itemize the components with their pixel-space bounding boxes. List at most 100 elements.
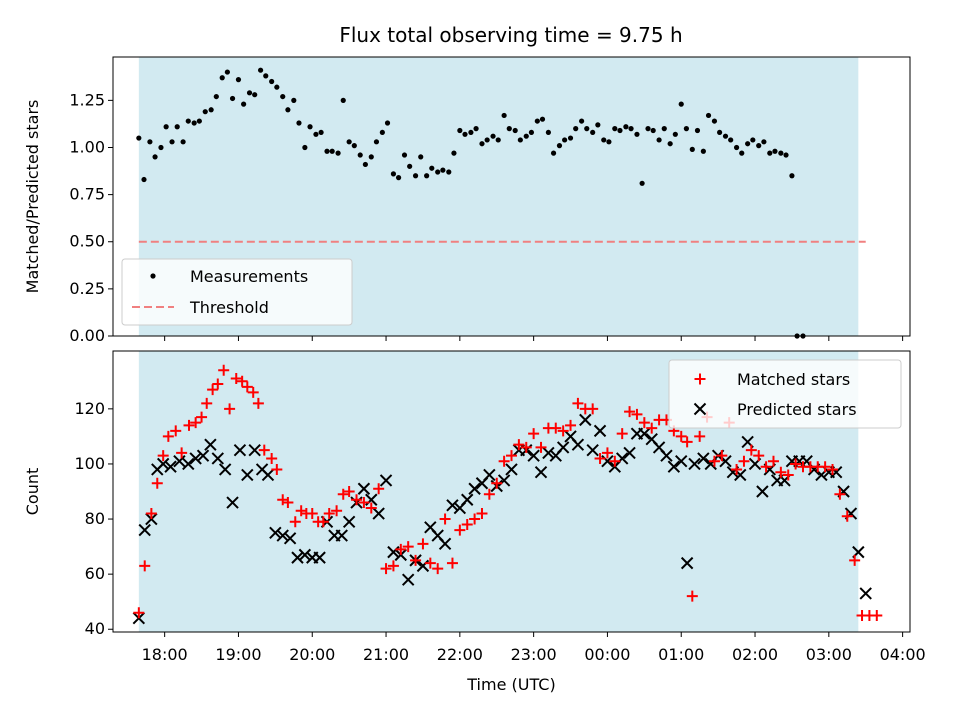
measurement-point — [689, 146, 695, 152]
measurement-point — [208, 107, 214, 113]
matched-stars-point — [631, 408, 643, 420]
measurement-point — [412, 173, 419, 179]
measurement-point — [661, 126, 667, 132]
measurement-point — [440, 167, 446, 173]
measurement-point — [590, 129, 596, 136]
measurement-point — [650, 127, 656, 134]
measurement-point — [733, 144, 740, 151]
matched-stars-point — [716, 450, 728, 462]
measurement-point — [401, 152, 408, 158]
measurement-point — [429, 165, 435, 171]
matched-stars-point — [387, 560, 399, 572]
measurement-point — [169, 139, 175, 145]
measurement-point — [539, 116, 546, 122]
matched-stars-point — [252, 397, 264, 409]
measurement-point — [174, 124, 180, 130]
predicted-stars-point — [261, 468, 275, 482]
measurement-point — [252, 92, 258, 98]
predicted-stars-point — [394, 548, 408, 562]
measurement-point — [772, 148, 778, 154]
matched-stars-point — [535, 441, 547, 453]
predicted-stars-point — [189, 452, 202, 465]
matched-stars-point — [212, 378, 224, 390]
measurement-point — [523, 133, 529, 139]
top-legend: Measurements Threshold — [121, 258, 353, 326]
matched-stars-point — [410, 554, 422, 566]
matched-stars-point — [572, 397, 584, 409]
predicted-stars-point — [623, 446, 636, 460]
top-y-axis-label: Matched/Predicted stars — [23, 100, 42, 294]
legend-predicted-label: Predicted stars — [737, 400, 857, 419]
matched-stars-point — [373, 483, 385, 495]
top-y-axis: 0.00 0.25 0.50 0.75 1.00 1.25 — [69, 90, 113, 345]
x-tick-label: 20:00 — [289, 645, 335, 664]
matched-stars-point — [849, 554, 861, 566]
legend-threshold-label: Threshold — [189, 298, 269, 317]
measurement-point — [562, 137, 568, 143]
matched-stars-point — [638, 417, 650, 429]
measurement-point — [490, 133, 496, 139]
predicted-stars-point — [173, 454, 186, 468]
measurement-point — [728, 137, 734, 143]
bottom-y-axis: 40 60 80 100 120 — [74, 399, 113, 638]
measurement-points — [136, 67, 806, 339]
measurement-point — [722, 133, 729, 139]
measurement-point — [672, 131, 678, 137]
predicted-stars-point — [241, 468, 254, 482]
predicted-stars-point — [372, 507, 385, 520]
predicted-stars-point — [680, 556, 694, 570]
measurement-point — [373, 139, 380, 145]
predicted-stars-point — [138, 523, 151, 537]
matched-stars-point — [550, 422, 562, 434]
measurement-point — [783, 152, 789, 158]
matched-stars-point — [694, 430, 706, 442]
matched-stars-point — [417, 538, 429, 550]
predicted-stars-point — [233, 443, 247, 457]
bottom-legend-box — [668, 359, 902, 429]
matched-stars-point — [247, 386, 259, 398]
matched-stars-point — [331, 505, 343, 517]
measurement-point — [606, 139, 612, 145]
matched-stars-point — [565, 419, 577, 431]
measurement-point — [384, 120, 391, 126]
measurement-point — [556, 143, 563, 149]
matched-stars-point — [133, 607, 145, 619]
measurement-point — [285, 107, 291, 113]
measurement-point — [451, 150, 457, 156]
measurement-point — [158, 144, 164, 151]
measurement-point — [601, 137, 607, 143]
predicted-stars-point — [859, 587, 872, 600]
measurement-point — [623, 124, 629, 130]
y-tick-label: 0.50 — [69, 232, 105, 251]
x-tick-label: 04:00 — [880, 645, 926, 664]
matched-stars-point — [775, 466, 787, 478]
measurement-point — [318, 129, 324, 136]
matched-stars-point — [170, 425, 182, 437]
matched-stars-point — [708, 455, 720, 467]
matched-stars-point — [686, 590, 698, 602]
predicted-stars-point — [291, 551, 304, 564]
predicted-stars-point — [542, 446, 555, 460]
predicted-stars-point — [182, 457, 195, 471]
measurement-point — [473, 126, 479, 132]
predicted-stars-point — [593, 424, 607, 438]
top-axes-frame — [112, 56, 911, 337]
measurement-point — [457, 127, 463, 134]
measurement-point — [257, 67, 264, 73]
measurement-point — [180, 139, 186, 145]
matched-stars-point — [601, 447, 613, 459]
measurement-point — [324, 148, 330, 154]
matched-stars-point — [337, 488, 349, 500]
measurement-point — [446, 169, 452, 175]
matched-stars-point — [151, 477, 163, 489]
measurement-point — [296, 120, 302, 126]
matched-stars-point — [528, 428, 540, 440]
predicted-stars-point — [527, 449, 540, 462]
matched-stars-point — [145, 508, 157, 520]
measurement-point — [269, 78, 275, 85]
predicted-stars-point — [483, 468, 496, 482]
measurement-point — [351, 143, 357, 149]
matched-stars-point — [395, 543, 407, 555]
predicted-stars-point — [218, 463, 232, 476]
